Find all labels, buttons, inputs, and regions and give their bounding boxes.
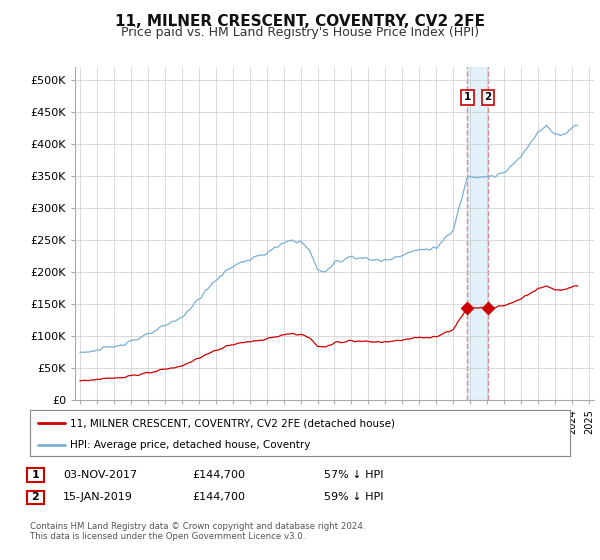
Text: 1: 1 — [464, 92, 471, 102]
Text: 2: 2 — [32, 492, 39, 502]
Bar — [467, 67, 488, 400]
Text: Contains HM Land Registry data © Crown copyright and database right 2024.
This d: Contains HM Land Registry data © Crown c… — [30, 522, 365, 542]
Text: 15-JAN-2019: 15-JAN-2019 — [63, 492, 133, 502]
Text: £144,700: £144,700 — [192, 492, 245, 502]
Text: 59% ↓ HPI: 59% ↓ HPI — [324, 492, 383, 502]
Text: HPI: Average price, detached house, Coventry: HPI: Average price, detached house, Cove… — [71, 440, 311, 450]
Text: Price paid vs. HM Land Registry's House Price Index (HPI): Price paid vs. HM Land Registry's House … — [121, 26, 479, 39]
Text: 1: 1 — [32, 470, 39, 480]
Text: 11, MILNER CRESCENT, COVENTRY, CV2 2FE (detached house): 11, MILNER CRESCENT, COVENTRY, CV2 2FE (… — [71, 418, 395, 428]
Text: 03-NOV-2017: 03-NOV-2017 — [63, 470, 137, 480]
Text: £144,700: £144,700 — [192, 470, 245, 480]
Text: 57% ↓ HPI: 57% ↓ HPI — [324, 470, 383, 480]
Text: 11, MILNER CRESCENT, COVENTRY, CV2 2FE: 11, MILNER CRESCENT, COVENTRY, CV2 2FE — [115, 14, 485, 29]
Text: 2: 2 — [484, 92, 491, 102]
